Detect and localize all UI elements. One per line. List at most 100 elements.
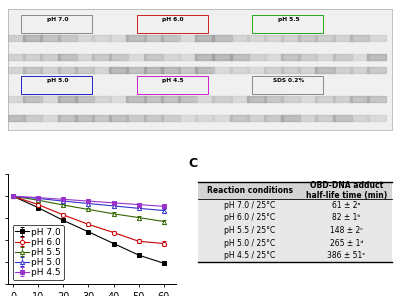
Bar xyxy=(281,115,300,121)
Bar xyxy=(8,54,25,60)
Text: Reaction conditions: Reaction conditions xyxy=(206,186,292,195)
Bar xyxy=(195,96,214,102)
Bar xyxy=(367,35,386,41)
Bar xyxy=(212,96,232,102)
Text: 61 ± 2ᵃ: 61 ± 2ᵃ xyxy=(332,201,361,210)
Text: pH 5.5 / 25°C: pH 5.5 / 25°C xyxy=(224,226,275,235)
Bar xyxy=(212,115,232,121)
Bar xyxy=(40,54,60,60)
Bar xyxy=(212,35,232,41)
Bar xyxy=(195,67,214,73)
Text: 148 ± 2ᶜ: 148 ± 2ᶜ xyxy=(330,226,363,235)
Bar xyxy=(367,54,386,60)
Bar xyxy=(126,115,146,121)
Bar xyxy=(198,182,392,199)
Bar xyxy=(350,35,369,41)
Text: pH 7.0 / 25°C: pH 7.0 / 25°C xyxy=(224,201,275,210)
Text: A: A xyxy=(6,0,16,3)
Text: SDS 0.2%: SDS 0.2% xyxy=(273,78,304,83)
Bar xyxy=(316,54,335,60)
Bar xyxy=(40,67,60,73)
Bar xyxy=(23,35,42,41)
Bar xyxy=(58,35,77,41)
Legend: pH 7.0, pH 6.0, pH 5.5, pH 5.0, pH 4.5: pH 7.0, pH 6.0, pH 5.5, pH 5.0, pH 4.5 xyxy=(12,225,64,280)
Bar xyxy=(109,35,128,41)
Bar xyxy=(298,67,318,73)
Text: pH 7.0: pH 7.0 xyxy=(47,17,69,22)
Bar xyxy=(230,67,249,73)
Bar xyxy=(75,35,94,41)
Bar xyxy=(23,96,42,102)
Bar xyxy=(92,96,111,102)
Bar xyxy=(281,54,300,60)
Text: pH 6.0: pH 6.0 xyxy=(162,17,184,22)
Bar xyxy=(8,67,25,73)
Text: pH 4.5: pH 4.5 xyxy=(162,78,184,83)
Bar xyxy=(161,35,180,41)
Bar xyxy=(126,54,146,60)
Bar xyxy=(23,115,42,121)
Bar xyxy=(75,54,94,60)
Bar xyxy=(212,54,232,60)
Bar xyxy=(58,115,77,121)
Bar xyxy=(178,96,197,102)
Bar xyxy=(178,35,197,41)
Bar xyxy=(92,67,111,73)
Bar xyxy=(298,35,318,41)
Bar xyxy=(40,35,60,41)
Text: 386 ± 51ᵉ: 386 ± 51ᵉ xyxy=(327,251,366,260)
Bar xyxy=(230,96,249,102)
Bar xyxy=(144,96,163,102)
Bar xyxy=(264,96,283,102)
Bar xyxy=(333,67,352,73)
Bar xyxy=(298,96,318,102)
Bar xyxy=(298,54,318,60)
Bar xyxy=(264,67,283,73)
Bar xyxy=(230,115,249,121)
Bar xyxy=(316,67,335,73)
Bar xyxy=(178,67,197,73)
Bar xyxy=(264,115,283,121)
Bar xyxy=(350,54,369,60)
Bar xyxy=(75,67,94,73)
Bar xyxy=(195,115,214,121)
Bar xyxy=(281,96,300,102)
Bar xyxy=(126,67,146,73)
Bar xyxy=(350,96,369,102)
Bar xyxy=(350,67,369,73)
Bar xyxy=(247,54,266,60)
Bar xyxy=(195,54,214,60)
Bar xyxy=(316,96,335,102)
Bar xyxy=(92,35,111,41)
Bar xyxy=(333,54,352,60)
Bar xyxy=(264,54,283,60)
Bar xyxy=(144,115,163,121)
Bar xyxy=(247,67,266,73)
Bar xyxy=(247,35,266,41)
Bar xyxy=(92,115,111,121)
Text: C: C xyxy=(188,157,198,170)
Bar xyxy=(144,35,163,41)
Bar xyxy=(316,115,335,121)
Bar xyxy=(230,54,249,60)
Bar xyxy=(178,115,197,121)
Bar xyxy=(58,54,77,60)
Bar xyxy=(264,35,283,41)
Bar xyxy=(109,115,128,121)
Bar xyxy=(109,54,128,60)
Bar xyxy=(109,96,128,102)
Bar xyxy=(195,35,214,41)
Bar xyxy=(212,67,232,73)
Bar xyxy=(75,115,94,121)
Bar xyxy=(281,35,300,41)
Bar xyxy=(178,54,197,60)
Bar xyxy=(333,96,352,102)
Bar xyxy=(109,67,128,73)
Bar xyxy=(198,199,392,262)
Bar xyxy=(247,96,266,102)
Bar xyxy=(58,67,77,73)
Bar xyxy=(230,35,249,41)
Text: pH 5.5: pH 5.5 xyxy=(278,17,299,22)
Bar xyxy=(161,67,180,73)
Bar xyxy=(281,67,300,73)
